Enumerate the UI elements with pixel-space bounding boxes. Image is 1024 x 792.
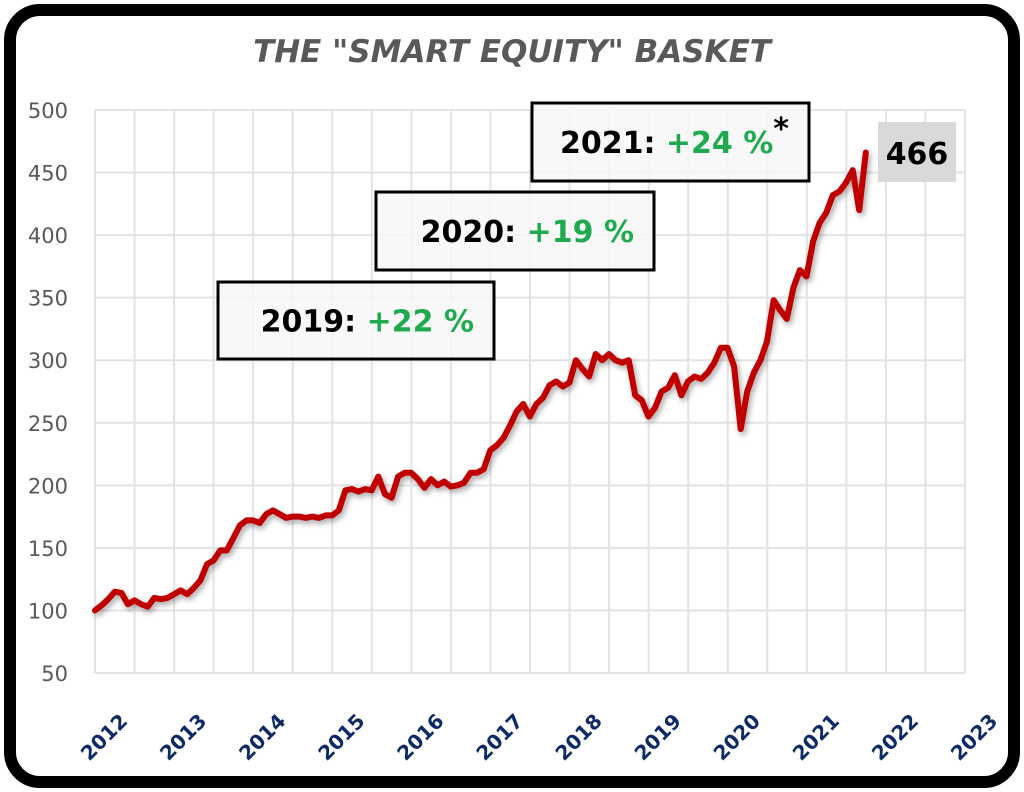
annotation-box-2019: 2019: +22 % [216,280,496,361]
annotation-text: 2019: +22 % [261,305,474,340]
x-tick-label: 2020 [709,709,765,765]
x-tick-label: 2023 [946,709,1002,765]
x-tick-label: 2017 [471,709,527,765]
x-tick-label: 2015 [313,709,369,765]
last-value-label: 466 [878,122,956,182]
x-tick-label: 2012 [76,709,132,765]
y-tick-label: 500 [28,99,68,123]
x-tick-label: 2022 [867,709,923,765]
gridlines [94,109,966,674]
y-tick-label: 150 [28,537,68,561]
chart-title: THE "SMART EQUITY" BASKET [253,34,774,70]
x-axis-ticks: 2012 2013 2014 2015 2016 2017 2018 2019 2020 2021… [76,709,1002,765]
y-axis-ticks: 50 100 150 200 250 300 350 400 450 500 [28,99,68,686]
annotation-box-2021: 2021: +24 %* [530,101,811,183]
x-tick-label: 2021 [788,709,844,765]
x-tick-label: 2014 [234,709,290,765]
annotations: 2019: +22 % 2020: +19 % 2021: +24 %* 466 [216,101,956,361]
x-tick-label: 2018 [550,709,606,765]
svg-text:466: 466 [886,137,949,172]
y-tick-label: 200 [28,474,68,498]
annotation-box-2020: 2020: +19 % [374,190,656,272]
x-tick-label: 2013 [155,709,211,765]
y-tick-label: 350 [28,287,68,311]
y-tick-label: 300 [28,349,68,373]
y-tick-label: 100 [28,599,68,623]
annotation-text: 2020: +19 % [421,215,634,250]
y-tick-label: 250 [28,412,68,436]
series-line [92,149,869,614]
annotation-text: 2021: +24 %* [560,112,789,161]
x-tick-label: 2019 [630,709,686,765]
x-tick-label: 2016 [392,709,448,765]
y-tick-label: 450 [28,162,68,186]
data-series [92,149,869,614]
y-tick-label: 50 [41,662,68,686]
y-tick-label: 400 [28,224,68,248]
